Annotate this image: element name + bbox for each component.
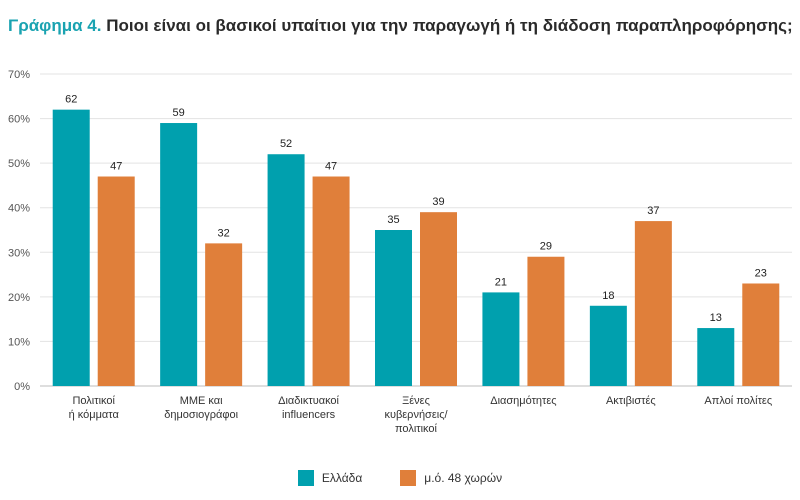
y-tick-label: 50% — [8, 158, 30, 170]
data-label-greece: 35 — [387, 214, 399, 226]
data-label-greece: 59 — [173, 107, 185, 119]
legend-label-greece: Ελλάδα — [321, 471, 363, 485]
legend: Ελλάδα μ.ό. 48 χωρών — [0, 470, 800, 486]
legend-item-average: μ.ό. 48 χωρών — [400, 470, 502, 486]
x-category-label-line: δημοσιογράφοι — [164, 409, 238, 421]
data-label-greece: 62 — [65, 94, 77, 106]
chart-title: Γράφημα 4. Ποιοι είναι οι βασικοί υπαίτι… — [8, 16, 793, 36]
data-label-average: 47 — [325, 161, 337, 173]
bar-average — [420, 212, 457, 386]
x-category-label-line: Διαδικτυακοί — [278, 395, 339, 407]
y-tick-label: 40% — [8, 203, 30, 215]
bar-greece — [52, 109, 90, 387]
data-label-average: 37 — [647, 205, 659, 217]
legend-label-average: μ.ό. 48 χωρών — [424, 471, 503, 485]
x-category-label: ΜΜΕ και δημοσιογράφοι — [164, 395, 238, 421]
bar-average — [634, 221, 672, 386]
bar-average — [527, 256, 565, 386]
x-category-label-line: Ξένες — [402, 395, 430, 407]
x-category-label: Ακτιβιστές — [606, 395, 656, 407]
data-label-average: 23 — [755, 267, 767, 279]
x-category-label-line: πολιτικοί — [395, 423, 438, 435]
y-tick-label: 0% — [14, 381, 30, 393]
x-category-label: Απλοί πολίτες — [704, 395, 772, 407]
y-tick-label: 60% — [8, 114, 30, 126]
bar-chart: 0% 10% 20% 30% 40% 50% 60% 70% 62 47 Πολιτικοί ή κό… — [8, 69, 792, 435]
data-label-greece: 52 — [280, 138, 292, 150]
legend-item-greece: Ελλάδα — [297, 470, 363, 486]
x-category-label-line: ΜΜΕ και — [180, 395, 223, 407]
x-category-label-line: Διασημότητες — [490, 395, 556, 407]
x-category-label-line: κυβερνήσεις/ — [384, 409, 448, 421]
data-label-greece: 18 — [602, 290, 614, 302]
y-tick-label: 20% — [8, 292, 30, 304]
x-category-label-line: Πολιτικοί — [72, 395, 115, 407]
chart-title-text: Ποιοι είναι οι βασικοί υπαίτιοι για την … — [106, 16, 793, 35]
bar-greece — [375, 230, 412, 386]
x-category-label-line: Ακτιβιστές — [606, 395, 656, 407]
y-tick-label: 30% — [8, 247, 30, 259]
bar-greece — [267, 154, 305, 386]
data-label-average: 32 — [218, 227, 230, 239]
bar-average — [742, 283, 780, 386]
bar-greece — [482, 292, 520, 386]
data-label-average: 39 — [432, 196, 444, 208]
x-category-label: Διασημότητες — [490, 395, 556, 407]
bar-average — [312, 176, 350, 386]
bar-average — [97, 176, 135, 386]
x-category-label-line: ή κόμματα — [69, 409, 120, 421]
x-category-label-line: influencers — [282, 409, 336, 421]
data-label-greece: 13 — [710, 312, 722, 324]
bar-greece — [697, 328, 735, 386]
x-category-label: Διαδικτυακοί influencers — [278, 395, 339, 421]
bar-greece — [160, 123, 198, 387]
y-tick-label: 10% — [8, 336, 30, 348]
bar-average — [205, 243, 243, 386]
legend-swatch-average — [400, 470, 417, 486]
bar-greece — [589, 305, 627, 386]
x-category-label: Πολιτικοί ή κόμματα — [69, 395, 120, 421]
data-label-average: 29 — [540, 241, 552, 253]
y-tick-label: 70% — [8, 69, 30, 81]
legend-swatch-greece — [297, 470, 314, 486]
x-category-label-line: Απλοί πολίτες — [704, 395, 772, 407]
x-category-label: Ξένες κυβερνήσεις/πολιτικοί — [384, 395, 448, 435]
data-label-average: 47 — [110, 161, 122, 173]
chart-title-prefix: Γράφημα 4. — [8, 16, 102, 35]
data-label-greece: 21 — [495, 276, 507, 288]
